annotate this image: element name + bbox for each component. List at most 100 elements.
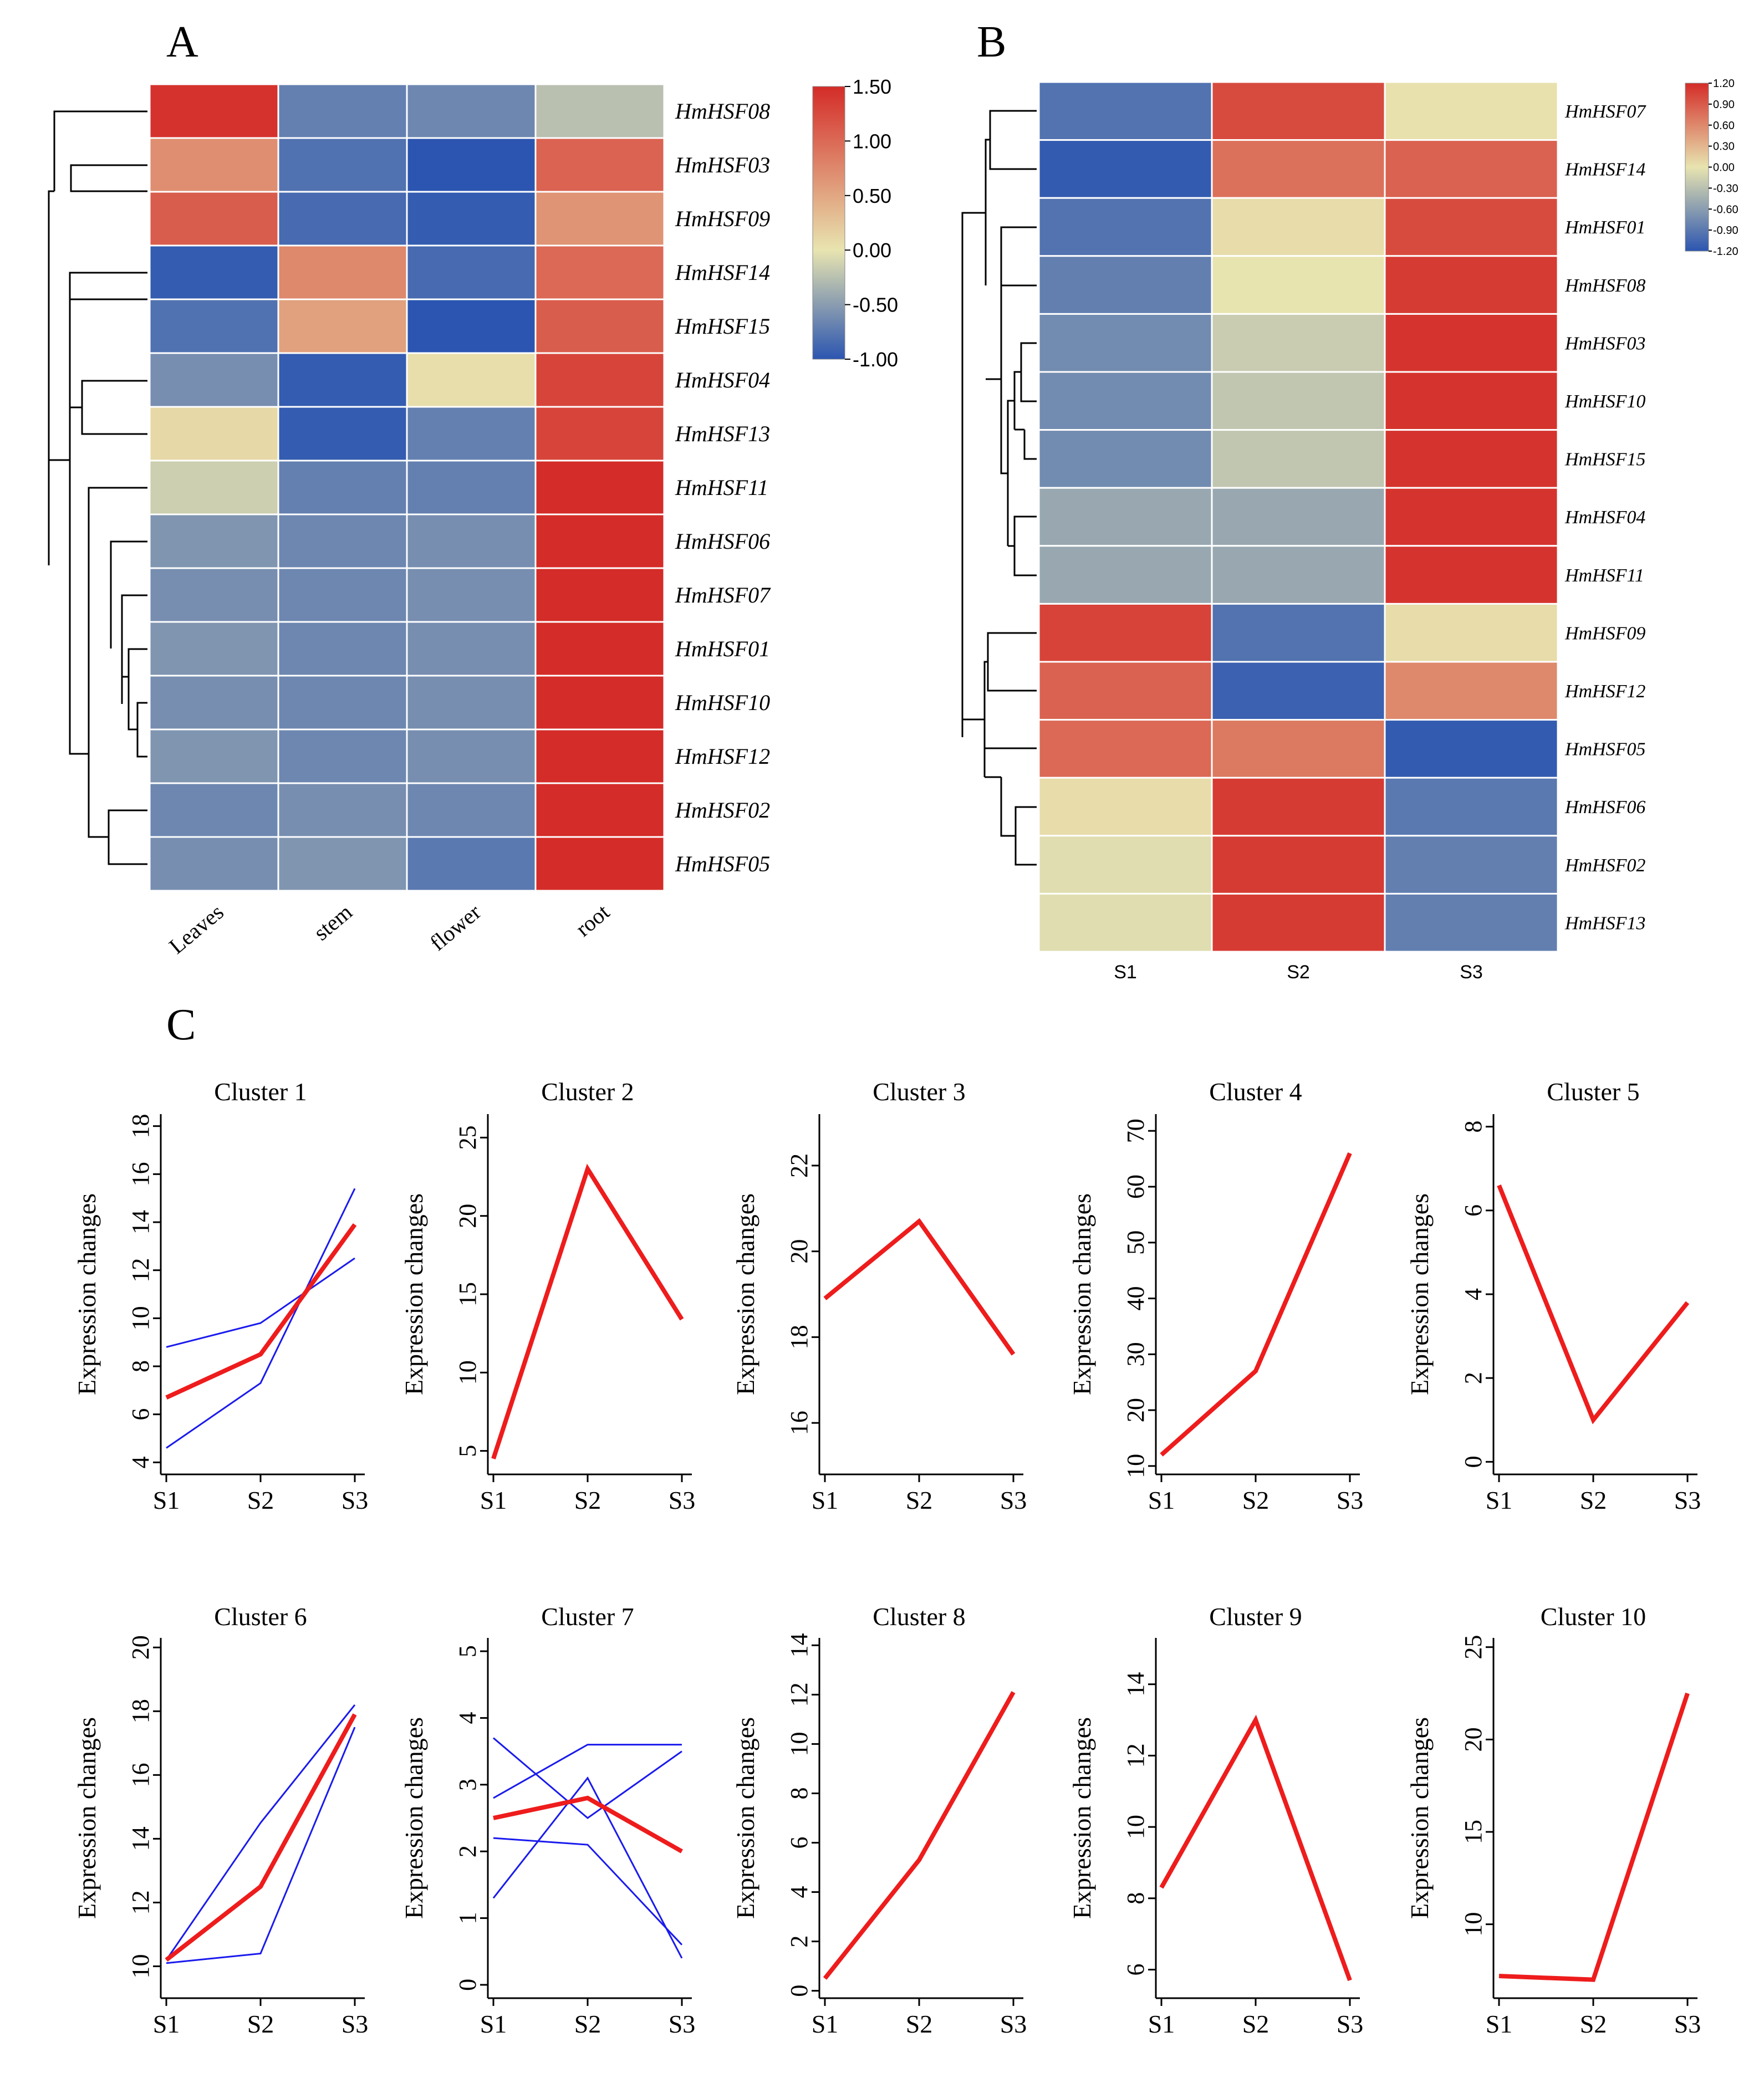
mean-expression-line [823,1691,1016,1980]
heatmap-b-cell [1384,719,1559,779]
heatmap-b-cell [1038,255,1213,315]
y-tick-label: 0 [1460,1456,1487,1468]
mean-expression-line [165,1223,357,1400]
heatmap-a-cell [534,621,665,677]
colorbar-a-label: 1.50 [853,75,891,98]
heatmap-a-cell [277,244,408,300]
y-tick-label: 10 [1122,1454,1149,1478]
x-tick-label: S3 [1337,2010,1364,2038]
x-tick-label: S2 [906,2010,933,2038]
y-tick-label: 1 [454,1912,481,1924]
heatmap-b-cell [1211,255,1386,315]
heatmap-a-cell [277,298,408,354]
heatmap-a-cell [149,513,279,569]
y-tick-label: 6 [786,1837,813,1849]
x-tick-label: S2 [247,1486,274,1514]
x-tick-label: S1 [480,1486,507,1514]
heatmap-a-cell [406,836,537,892]
x-tick-label: S1 [1486,2010,1513,2038]
colorbar-b [1685,83,1709,252]
y-tick-label: 20 [127,1635,154,1660]
y-tick-label: 4 [1460,1288,1487,1300]
heatmap-b-row-label: HmHSF09 [1564,623,1645,644]
y-tick-label: 16 [786,1411,813,1435]
heatmap-a-cell [277,621,408,677]
heatmap-a-cell [406,675,537,731]
heatmap-a-cell [277,513,408,569]
cluster-title: Cluster 1 [214,1078,307,1106]
colorbar-a-label: -1.00 [853,348,898,371]
heatmap-b-cell [1211,835,1386,895]
heatmap-b-cell [1211,892,1386,953]
heatmap-a-cell [406,191,537,247]
heatmap-a-cell [149,191,279,247]
heatmap-a-cell [149,728,279,784]
y-axis-label: Expression changes [400,1193,428,1395]
colorbar-a-label: 0.50 [853,185,891,207]
colorbar-b-label: 0.30 [1713,141,1735,153]
heatmap-b-col-label: S3 [1460,962,1483,983]
y-axis-label: Expression changes [1405,1193,1434,1395]
heatmap-b-row-label: HmHSF14 [1564,160,1645,180]
y-tick-label: 8 [1460,1121,1487,1133]
heatmap-a-cell [149,675,279,731]
y-tick-label: 2 [1460,1372,1487,1384]
heatmap-b-cell [1038,835,1213,895]
heatmap-b-row-label: HmHSF04 [1564,507,1645,528]
y-tick-label: 70 [1122,1119,1149,1143]
heatmap-a-cell [534,836,665,892]
y-tick-label: 6 [1460,1204,1487,1217]
cluster-chart-6: Cluster 6 10 12 14 16 18 20 S1 S2 S3 Expression ch… [73,1602,368,2038]
y-tick-label: 20 [1122,1398,1149,1422]
x-tick-label: S2 [247,2010,274,2038]
heatmap-a-cell [277,836,408,892]
heatmap-a-cell [277,406,408,462]
heatmap-b-cell [1038,139,1213,199]
heatmap-a-cell [534,352,665,408]
colorbar-a-label: 0.00 [853,239,891,262]
colorbar-a-label: 1.00 [853,130,891,152]
heatmap-a-row-label: HmHSF13 [675,421,770,446]
heatmap-b-cell [1211,313,1386,373]
heatmap-b-cell [1211,81,1386,141]
heatmap-a-col-label: flower [425,899,486,956]
heatmap-b-cell [1038,892,1213,953]
heatmap-b-cell [1038,719,1213,779]
heatmap-a-cell [406,406,537,462]
cluster-title: Cluster 5 [1547,1078,1639,1106]
heatmap-b-cell [1038,197,1213,257]
y-tick-label: 3 [454,1779,481,1791]
heatmap-a-row-label: HmHSF02 [675,798,770,823]
gene-expression-line [493,1737,682,1819]
heatmap-a-row-label: HmHSF04 [675,367,770,392]
heatmap-a-cell [406,728,537,784]
colorbar-b-label: -0.30 [1713,182,1738,195]
y-tick-label: 10 [786,1732,813,1756]
heatmap-a-col-label: stem [309,899,357,945]
y-tick-label: 4 [127,1456,154,1468]
cluster-chart-9: Cluster 9 6 8 10 12 14 S1 S2 S3 Expression change… [1068,1602,1363,2038]
y-axis-label: Expression changes [400,1717,428,1919]
y-tick-label: 12 [786,1682,813,1707]
x-tick-label: S3 [1337,1486,1364,1514]
heatmap-a-row-label: HmHSF01 [675,636,770,661]
heatmap-b-row-label: HmHSF05 [1564,739,1645,760]
x-tick-label: S3 [1000,2010,1027,2038]
heatmap-b-row-label: HmHSF08 [1564,275,1645,296]
heatmap-a-col-label: root [570,899,614,941]
heatmap-a-cell [149,459,279,515]
colorbar-b-label: -0.60 [1713,203,1738,216]
y-axis-label: Expression changes [731,1717,759,1919]
heatmap-a-cell [149,244,279,300]
heatmap-a-cell [534,191,665,247]
heatmap-a-cell [406,782,537,838]
cluster-chart-10: Cluster 10 10 15 20 25 S1 S2 S3 Expression chang… [1405,1602,1701,2038]
heatmap-b-cell [1384,313,1559,373]
x-tick-label: S2 [1580,2010,1607,2038]
heatmap-a-row-label: HmHSF09 [675,206,770,231]
y-tick-label: 6 [127,1408,154,1421]
heatmap-a-cell [277,675,408,731]
gene-expression-line [166,1727,356,1964]
x-tick-label: S3 [1674,2010,1701,2038]
